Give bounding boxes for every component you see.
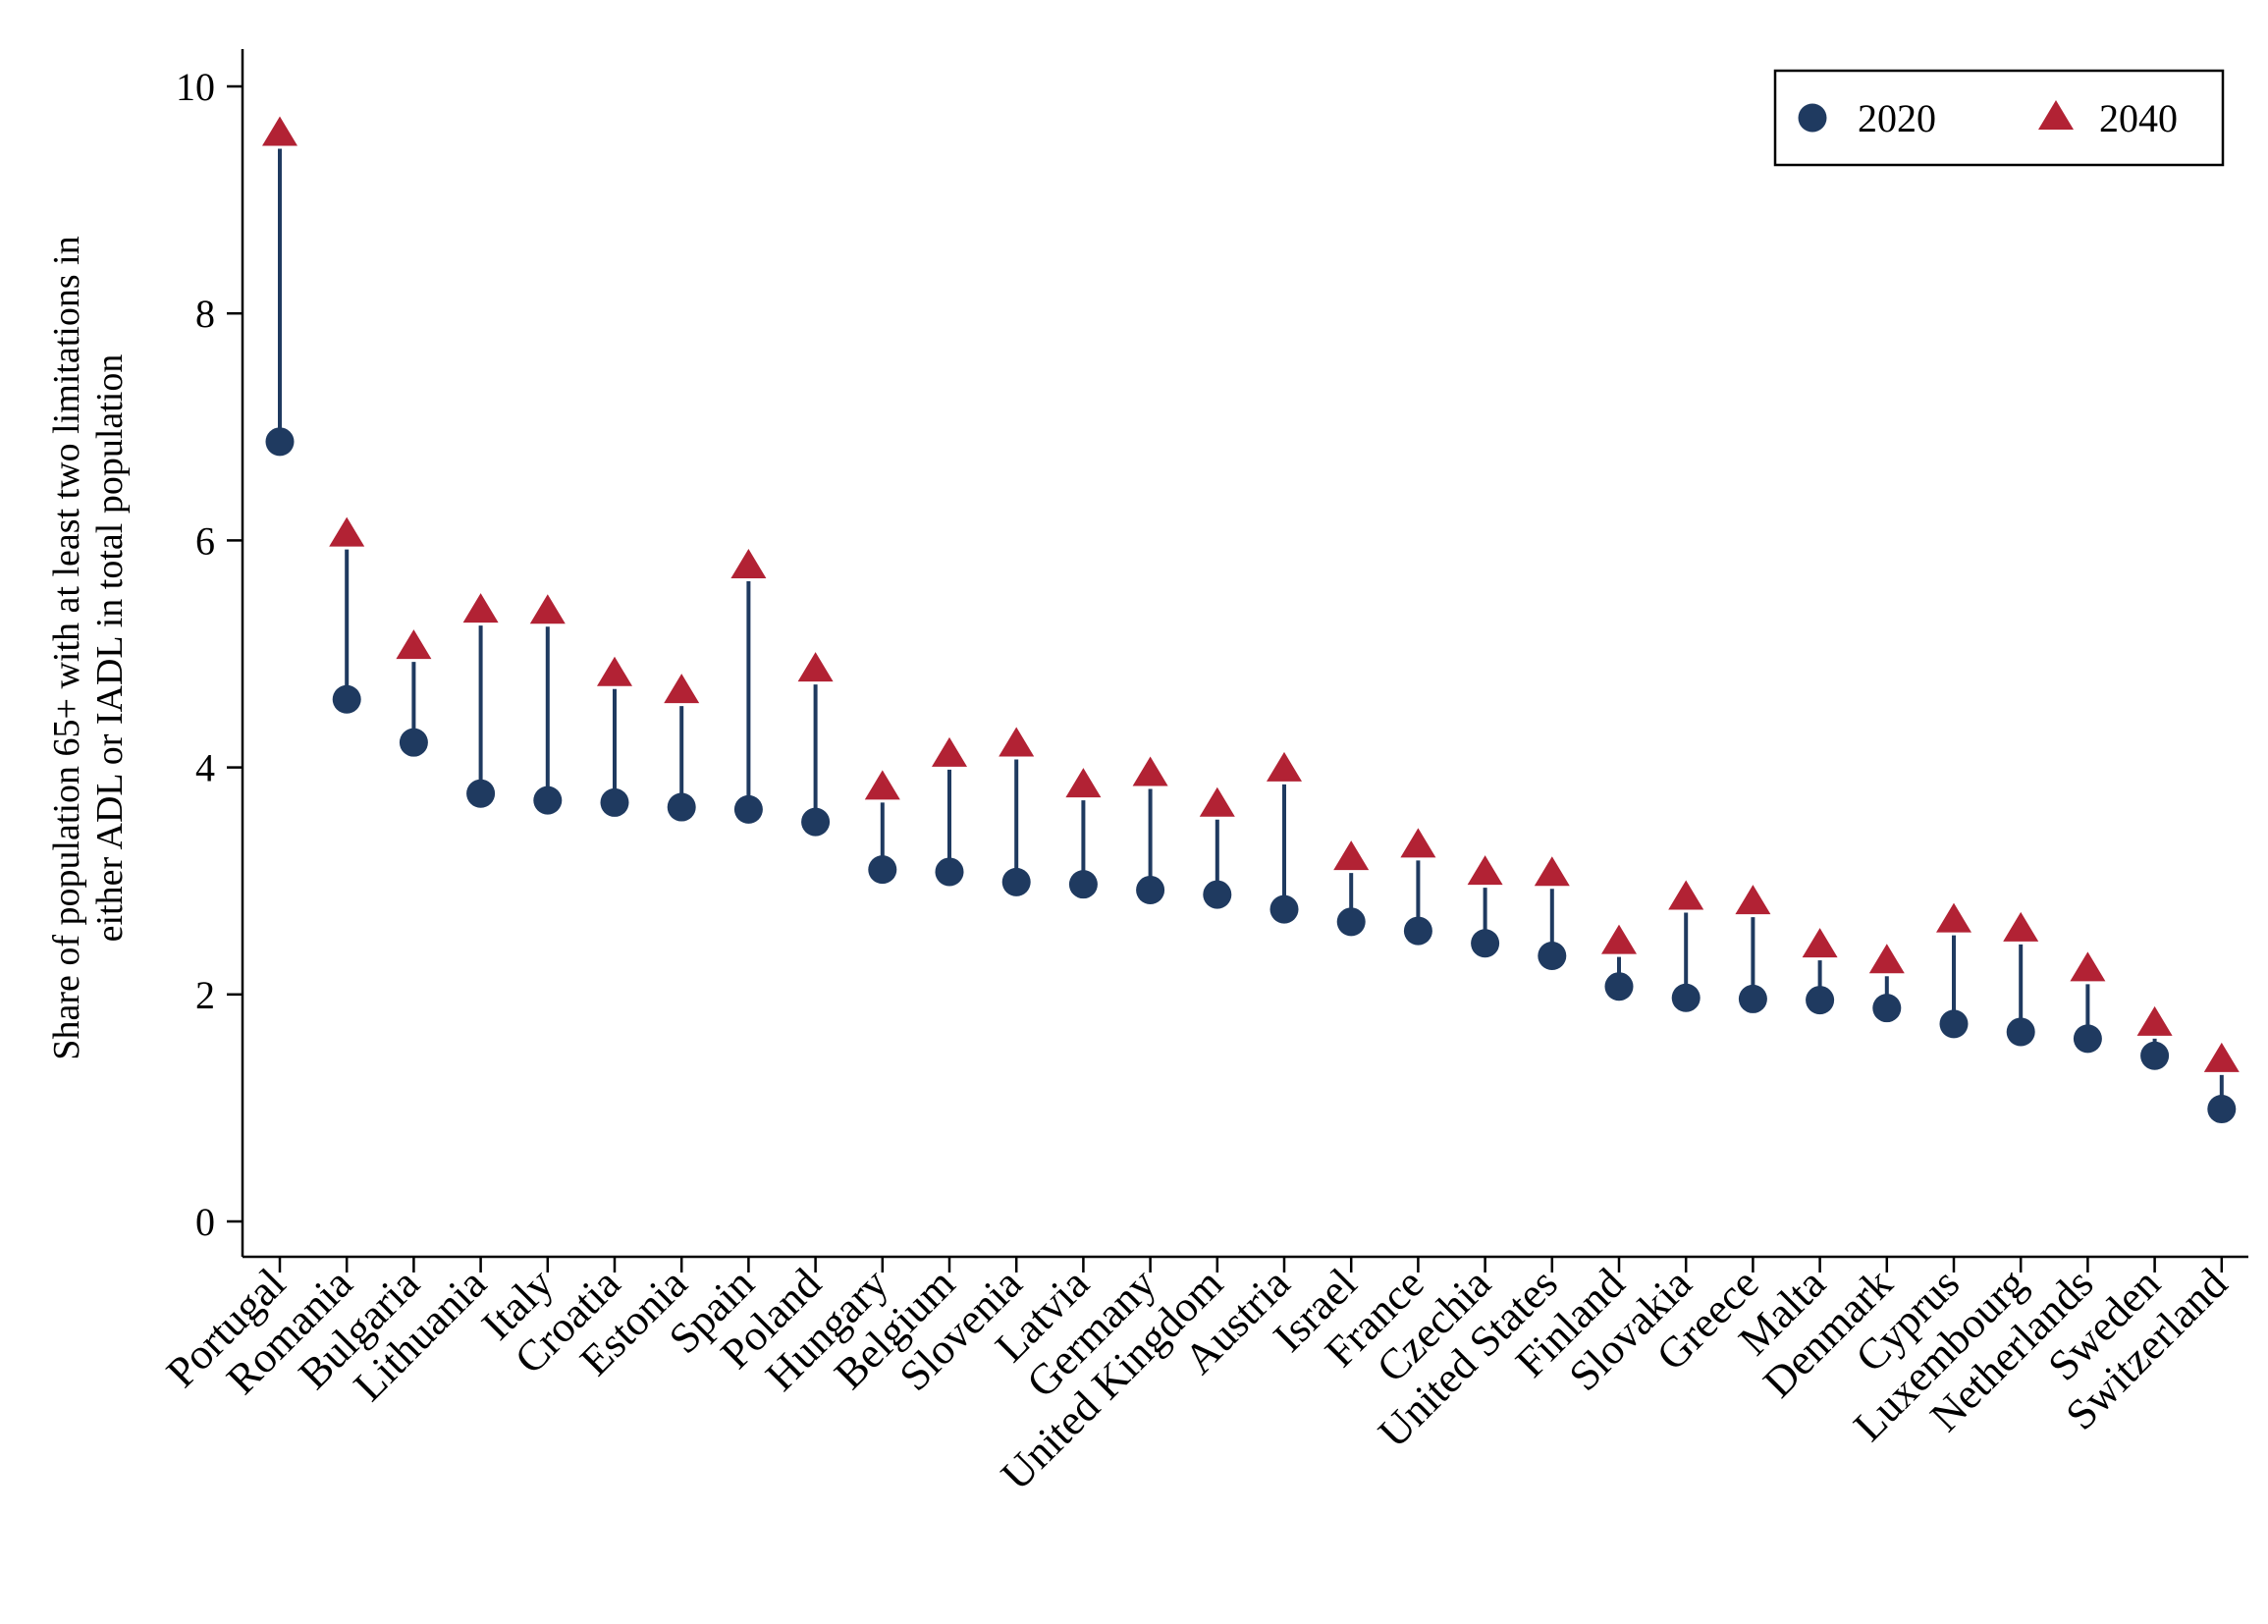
point-2020 [265, 427, 295, 457]
y-axis-label-line: either ADL or IADL in total population [89, 354, 131, 943]
point-2040 [1868, 944, 1905, 974]
point-2020 [533, 785, 563, 815]
point-2040 [1065, 768, 1102, 798]
point-2040 [797, 652, 834, 682]
legend-marker-2020 [1798, 103, 1827, 133]
point-2040 [1132, 756, 1168, 786]
point-2040 [1735, 885, 1771, 915]
point-2020 [1068, 870, 1098, 899]
point-2020 [1471, 929, 1500, 958]
point-2020 [935, 857, 964, 887]
point-2020 [1738, 984, 1767, 1013]
legend-label-2040: 2040 [2099, 96, 2178, 140]
point-2020 [1872, 994, 1902, 1023]
x-ticks: PortugalRomaniaBulgariaLithuaniaItalyCro… [157, 1257, 2237, 1499]
legend-marker-2040 [2038, 100, 2074, 130]
point-2020 [667, 792, 696, 822]
point-2020 [1203, 880, 1232, 909]
point-2040 [1534, 856, 1570, 887]
point-2020 [2140, 1041, 2170, 1070]
point-2040 [329, 516, 365, 547]
point-2040 [1267, 751, 1302, 782]
point-2020 [1604, 972, 1634, 1001]
point-2040 [1668, 880, 1704, 910]
point-2040 [1333, 840, 1370, 871]
y-tick-label: 4 [195, 746, 215, 790]
point-2020 [801, 807, 831, 837]
point-2040 [664, 674, 700, 704]
point-2020 [1671, 983, 1701, 1012]
point-2040 [2136, 1005, 2173, 1036]
legend: 2020 2040 [1773, 69, 2225, 167]
y-ticks: 0 2 4 6 8 10 [176, 65, 243, 1244]
axes: 0 2 4 6 8 10 PortugalRomaniaBulgariaLithuania… [157, 49, 2248, 1499]
legend-label-2020: 2020 [1858, 96, 1936, 140]
point-2040 [730, 548, 767, 578]
point-2020 [1538, 941, 1567, 970]
y-tick-label: 0 [195, 1200, 215, 1244]
y-tick-label: 6 [195, 518, 215, 563]
y-tick-label: 10 [176, 65, 215, 109]
point-2020 [1269, 894, 1299, 924]
point-2020 [1403, 916, 1432, 946]
point-2040 [1467, 855, 1503, 886]
point-2020 [1939, 1009, 1969, 1039]
point-2040 [864, 770, 900, 800]
y-axis-label-line: Share of population 65+ with at least tw… [46, 236, 87, 1059]
y-axis-label: Share of population 65+ with at least tw… [46, 236, 131, 1059]
point-2040 [529, 594, 566, 624]
point-2020 [733, 794, 763, 824]
point-2040 [1802, 928, 1838, 958]
point-2040 [2070, 951, 2106, 982]
point-2040 [262, 116, 297, 146]
point-2040 [1936, 902, 1971, 933]
point-2020 [1806, 986, 1835, 1015]
point-2040 [1400, 828, 1436, 858]
point-2020 [1336, 907, 1366, 937]
point-2040 [462, 593, 499, 623]
connector-lines [278, 148, 2224, 1110]
point-2040 [2003, 911, 2039, 942]
point-2040 [2203, 1042, 2240, 1072]
point-2020 [1001, 867, 1031, 896]
point-2040 [597, 656, 632, 686]
point-2020 [868, 855, 897, 885]
point-2040 [1601, 924, 1637, 954]
point-2040 [932, 736, 967, 767]
point-2020 [2006, 1017, 2035, 1047]
point-2020 [600, 787, 629, 817]
point-2020 [332, 684, 361, 714]
series-2020-markers [265, 427, 2237, 1124]
point-2040 [1199, 786, 1235, 817]
point-2020 [399, 728, 428, 757]
series-2040-markers [262, 116, 2240, 1072]
point-2040 [999, 727, 1035, 757]
point-2040 [396, 629, 432, 660]
y-tick-label: 2 [195, 973, 215, 1017]
point-2020 [2073, 1024, 2102, 1054]
point-2020 [1136, 875, 1165, 904]
y-tick-label: 8 [195, 292, 215, 336]
point-2020 [2207, 1095, 2237, 1124]
legend-box [1773, 69, 2225, 167]
point-2020 [466, 779, 496, 808]
